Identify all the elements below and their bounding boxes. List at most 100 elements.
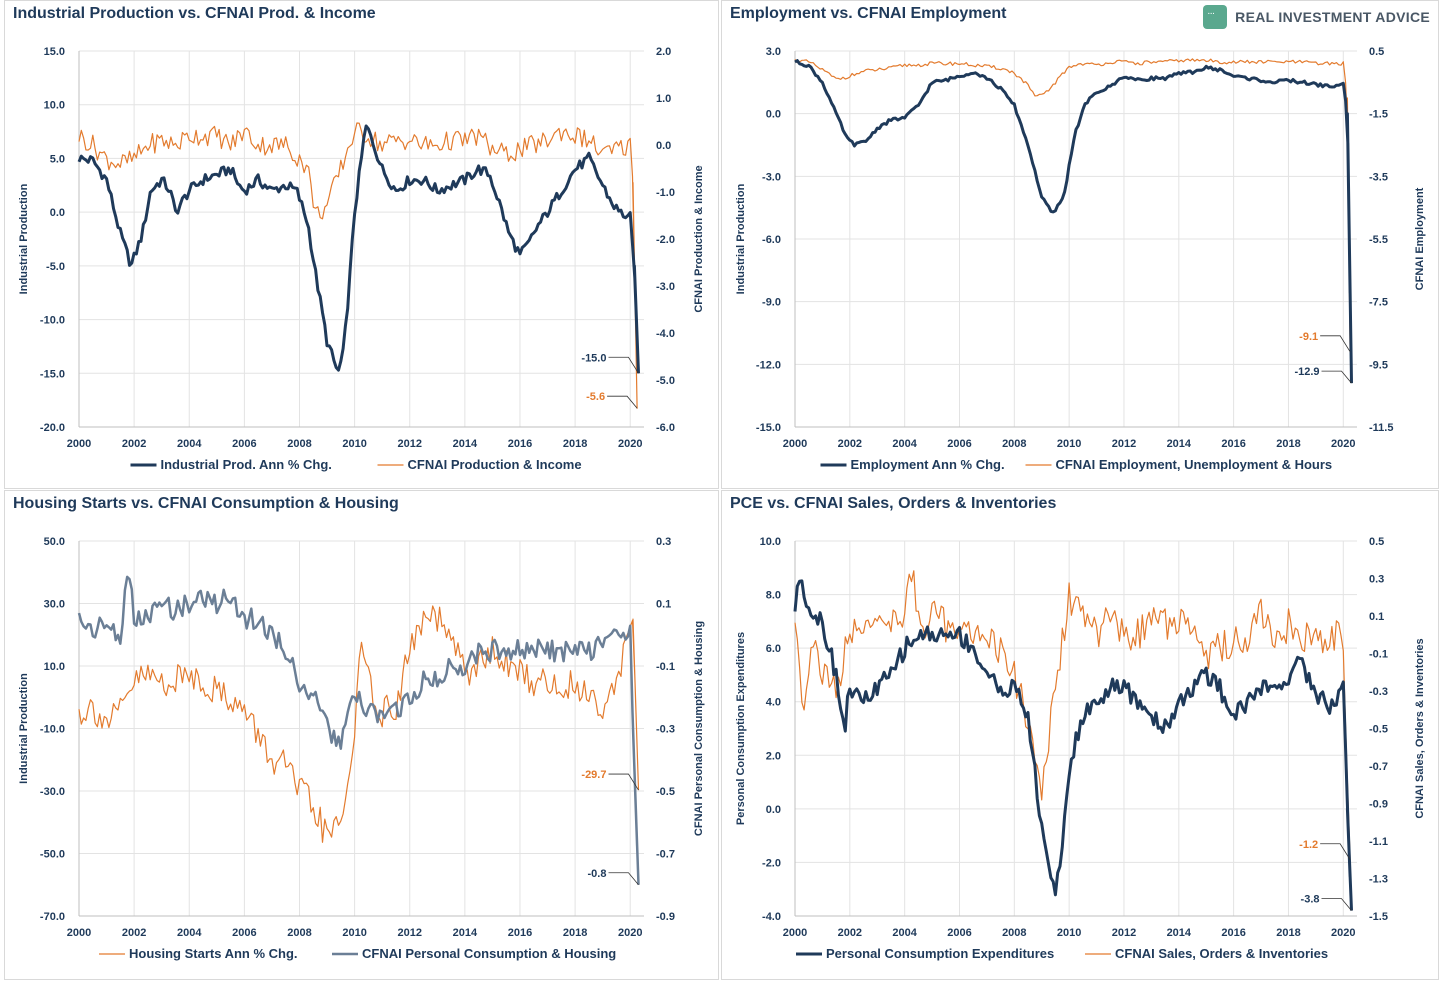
left-tick-label: 6.0 [766,643,781,655]
left-tick-label: 30.0 [44,599,65,611]
series-line [78,605,640,843]
x-tick-label: 2016 [508,927,532,939]
annotation-leader [608,356,639,374]
annotation-leader [1321,898,1352,911]
right-tick-label: -0.1 [1369,649,1388,661]
left-tick-label: 0.0 [766,109,781,121]
x-tick-label: 2014 [1167,438,1192,450]
right-tick-label: -0.7 [1369,761,1388,773]
right-tick-label: -7.5 [1369,297,1388,309]
left-tick-label: 10.0 [44,661,65,673]
x-tick-label: 2004 [177,927,202,939]
x-tick-label: 2000 [67,438,91,450]
annotation-leader [1320,843,1351,860]
annotation-leader [1320,335,1351,353]
x-tick-label: 2018 [1276,927,1300,939]
right-tick-label: -0.3 [656,724,675,736]
chart-housing-starts: 2000 2002 2004 2006 2008 2010 2012 2014 2016 2018… [18,536,705,961]
x-tick-label: 2012 [397,438,421,450]
left-tick-label: 2.0 [766,750,781,762]
chart-panel-housing-starts: Housing Starts vs. CFNAI Consumption & H… [4,490,719,980]
chart-industrial-production: 2000 2002 2004 2006 2008 2010 2012 2014 2016 2018… [18,46,705,472]
right-axis-label: CFNAI Sales, Orders & Inventories [1414,638,1426,818]
right-tick-label: -0.5 [656,786,675,798]
left-tick-label: -10.0 [40,724,65,736]
x-tick-label: 2006 [232,438,256,450]
left-axis-label: Personal Consumption Expenditures [735,632,747,825]
right-tick-label: -2.0 [656,234,675,246]
series-line [794,570,1351,861]
x-tick-label: 2006 [947,927,971,939]
left-axis-label: Industrial Production [18,673,30,784]
x-tick-label: 2004 [177,438,202,450]
right-tick-label: 0.1 [1369,611,1384,623]
x-tick-label: 2002 [838,927,862,939]
right-tick-label: -6.0 [656,422,675,434]
series-line [78,122,638,409]
legend-label: CFNAI Sales, Orders & Inventories [1115,946,1328,961]
right-tick-label: -0.7 [656,849,675,861]
right-tick-label: -11.5 [1369,422,1393,434]
annotation-label: -15.0 [581,352,606,364]
right-tick-label: -9.5 [1369,359,1388,371]
x-tick-label: 2010 [342,927,366,939]
legend: Employment Ann % Chg. CFNAI Employment, U… [820,457,1333,472]
annotation-leader [608,773,639,791]
annotation-leader [607,395,638,409]
x-tick-label: 2014 [1167,927,1192,939]
x-tick-label: 2008 [287,927,311,939]
x-tick-label: 2018 [563,438,587,450]
left-tick-label: -12.0 [756,359,781,371]
x-tick-label: 2018 [1276,438,1300,450]
left-tick-label: -15.0 [756,422,781,434]
x-tick-label: 2020 [1331,927,1355,939]
right-tick-label: 0.1 [656,599,671,611]
x-tick-label: 2016 [1221,927,1245,939]
logo-text: REAL INVESTMENT ADVICE [1235,9,1430,25]
right-tick-label: 2.0 [656,46,671,58]
right-tick-label: -0.3 [1369,686,1388,698]
right-tick-label: -1.0 [656,187,675,199]
chart-panel-employment: Employment vs. CFNAI Employment REAL INV… [721,0,1439,489]
x-tick-label: 2010 [1057,438,1081,450]
x-tick-label: 2004 [892,927,917,939]
left-tick-label: 50.0 [44,536,65,548]
legend-label: CFNAI Employment, Unemployment & Hours [1056,457,1333,472]
chart-title: PCE vs. CFNAI Sales, Orders & Inventorie… [730,495,1057,512]
annotation-label: -0.8 [588,868,607,880]
x-tick-label: 2020 [618,438,642,450]
legend: Housing Starts Ann % Chg. CFNAI Personal … [99,946,616,961]
chart-title: Industrial Production vs. CFNAI Prod. & … [13,5,376,22]
x-tick-label: 2018 [563,927,587,939]
left-tick-label: 10.0 [44,100,65,112]
x-tick-label: 2016 [508,438,532,450]
right-tick-label: 0.3 [1369,574,1384,586]
logo-icon [1203,5,1228,29]
right-tick-label: 0.3 [656,536,671,548]
legend-label: CFNAI Production & Income [408,457,582,472]
x-tick-label: 2002 [122,927,146,939]
left-tick-label: 0.0 [766,804,781,816]
x-tick-label: 2006 [947,438,971,450]
x-tick-label: 2002 [122,438,146,450]
legend-label: CFNAI Personal Consumption & Housing [362,946,616,961]
series-line [77,124,640,374]
chart-title: Housing Starts vs. CFNAI Consumption & H… [13,495,399,512]
x-tick-label: 2016 [1221,438,1245,450]
legend: Industrial Prod. Ann % Chg. CFNAI Product… [130,457,582,472]
x-tick-label: 2008 [1002,927,1026,939]
legend: Personal Consumption Expenditures CFNAI S… [796,946,1328,961]
chart-panel-industrial-production: Industrial Production vs. CFNAI Prod. & … [4,0,719,489]
x-tick-label: 2020 [1331,438,1355,450]
right-tick-label: 0.0 [656,140,671,152]
x-tick-label: 2008 [1002,438,1026,450]
left-tick-label: -20.0 [40,422,65,434]
annotation-label: -12.9 [1294,366,1319,378]
brand-logo: REAL INVESTMENT ADVICE [1203,5,1430,29]
annotation-label: -3.8 [1301,894,1320,906]
right-axis-label: CFNAI Employment [1414,187,1426,290]
legend-label: Housing Starts Ann % Chg. [129,946,298,961]
x-tick-label: 2012 [1112,438,1136,450]
series-line [794,58,1351,353]
